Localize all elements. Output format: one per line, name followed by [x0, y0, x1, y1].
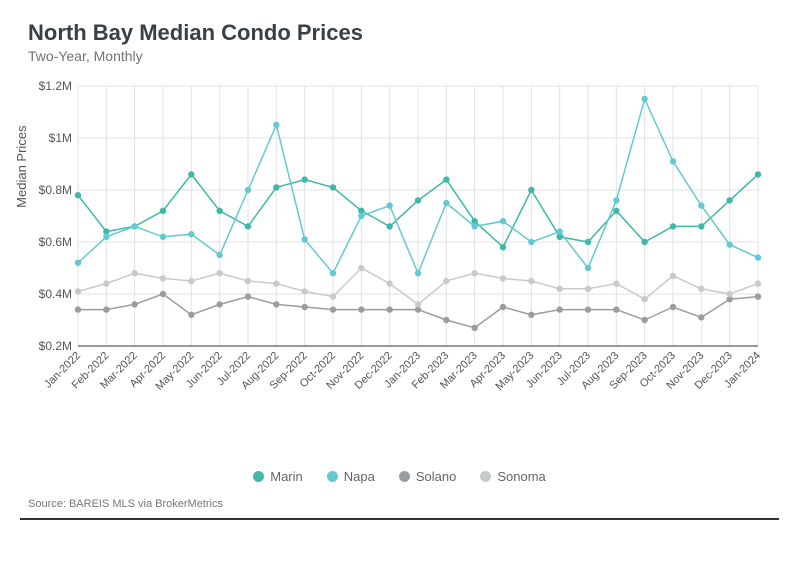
svg-text:$0.6M: $0.6M	[39, 235, 72, 249]
svg-text:$0.8M: $0.8M	[39, 183, 72, 197]
legend-item: Solano	[399, 469, 456, 484]
svg-text:$0.2M: $0.2M	[39, 339, 72, 353]
legend-label: Marin	[270, 469, 303, 484]
legend-label: Napa	[344, 469, 375, 484]
svg-text:$1.2M: $1.2M	[39, 79, 72, 93]
legend-item: Marin	[253, 469, 303, 484]
chart-area: Median Prices $0.2M$0.4M$0.6M$0.8M$1M$1.…	[20, 76, 779, 421]
legend-dot-icon	[399, 471, 410, 482]
legend-label: Sonoma	[497, 469, 545, 484]
legend-item: Sonoma	[480, 469, 545, 484]
svg-text:$1M: $1M	[49, 131, 72, 145]
page-subtitle: Two-Year, Monthly	[28, 48, 779, 64]
legend-label: Solano	[416, 469, 456, 484]
line-chart: $0.2M$0.4M$0.6M$0.8M$1M$1.2MJan-2022Feb-…	[20, 76, 770, 416]
y-axis-label: Median Prices	[14, 125, 29, 207]
legend-dot-icon	[480, 471, 491, 482]
source-citation: Source: BAREIS MLS via BrokerMetrics	[20, 494, 779, 520]
page-title: North Bay Median Condo Prices	[28, 20, 779, 46]
legend: Marin Napa Solano Sonoma	[20, 469, 779, 484]
svg-text:$0.4M: $0.4M	[39, 287, 72, 301]
legend-dot-icon	[253, 471, 264, 482]
chart-card: North Bay Median Condo Prices Two-Year, …	[20, 20, 779, 555]
legend-dot-icon	[327, 471, 338, 482]
legend-item: Napa	[327, 469, 375, 484]
